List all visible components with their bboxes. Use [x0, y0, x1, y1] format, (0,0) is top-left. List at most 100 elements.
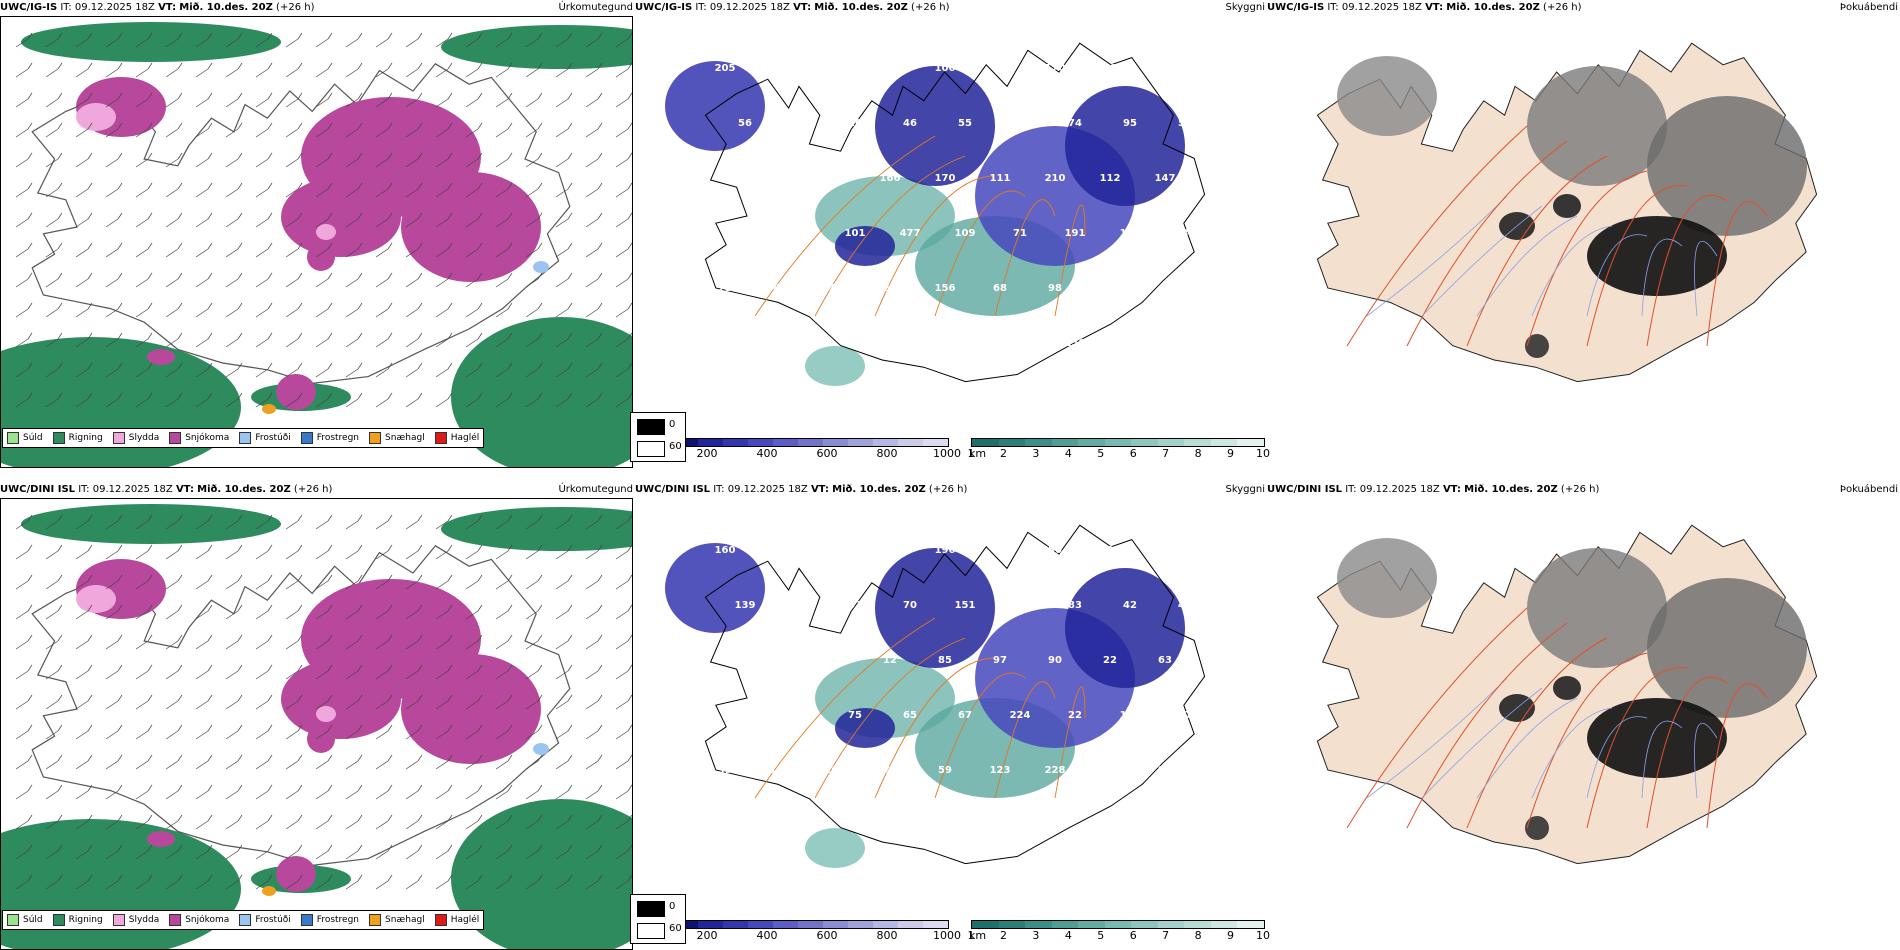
colorbar-segment	[972, 921, 999, 928]
legend-item: Slydda	[112, 914, 160, 926]
panel-header: UWC/IG-IS IT: 09.12.2025 18Z VT: Mið. 10…	[0, 0, 635, 16]
visibility-value-label: 148	[1120, 228, 1141, 239]
fog-area	[1337, 56, 1437, 136]
visibility-value-label: 90	[1048, 655, 1062, 666]
fog-area	[1647, 96, 1807, 236]
panel-header: UWC/DINI ISL IT: 09.12.2025 18Z VT: Mið.…	[0, 482, 635, 498]
fog-index-swatch	[637, 923, 665, 939]
visibility-colorbar: 1 2 3 4 5 6 7 8 9 10 km	[968, 920, 1270, 944]
visibility-value-label: 73	[883, 63, 897, 74]
legend-label: Slydda	[128, 433, 160, 443]
terrain-zone	[1065, 568, 1185, 688]
fog-index-label: 0	[669, 901, 676, 912]
colorbar-tick: 1000	[933, 929, 961, 942]
rain-area	[451, 799, 632, 949]
freezing-drizzle-area	[533, 261, 549, 273]
colorbar-segment	[723, 921, 748, 928]
model: UWC/DINI ISL	[1267, 484, 1343, 495]
visibility-value-label: 147	[1155, 173, 1176, 184]
colorbar-tick: 600	[816, 929, 838, 942]
colorbar-segment	[1025, 921, 1052, 928]
fog-area	[1527, 548, 1667, 668]
visibility-value-label: 93	[1158, 63, 1172, 74]
visibility-value-label: 73	[718, 283, 732, 294]
visibility-value-label: 99	[718, 765, 732, 776]
colorbar-segment	[798, 439, 823, 446]
legend-swatch	[169, 432, 182, 444]
fog-area	[1527, 66, 1667, 186]
colorbar-segment	[823, 439, 848, 446]
colorbar-segment	[1104, 921, 1132, 928]
fog-index-swatch	[637, 441, 665, 457]
colorbar-tick: 400	[756, 929, 778, 942]
visibility-value-label: 26	[848, 118, 862, 129]
legend-label: Frostregn	[316, 433, 360, 443]
fog-area	[1525, 334, 1549, 358]
terrain-zone	[835, 226, 895, 266]
snow-area	[401, 172, 541, 282]
legend-label: Frostúði	[255, 433, 291, 443]
fog-area	[1647, 578, 1807, 718]
visibility-value-label: 107	[825, 765, 846, 776]
colorbar-segment	[1157, 439, 1185, 446]
colorbar-tick: 800	[876, 447, 898, 460]
legend-label: Frostúði	[255, 915, 291, 925]
visibility-value-label: 123	[990, 765, 1011, 776]
visibility-value-label: 210	[1045, 173, 1066, 184]
coastline	[704, 524, 1206, 865]
colorbar-segment	[1237, 439, 1264, 446]
model: UWC/DINI ISL	[635, 484, 711, 495]
colorbar-tick: 7	[1162, 447, 1170, 460]
legend-item: Rigning	[52, 914, 103, 926]
visibility-value-label: 76	[903, 338, 917, 349]
snow-area	[147, 349, 175, 365]
visibility-value-label: 74	[883, 545, 897, 556]
precip-type-map	[0, 498, 633, 950]
rain-area	[21, 22, 281, 62]
colorbar-segment	[1237, 921, 1264, 928]
precip-legend: Súld Rigning Slydda Snjókoma Frostúði Frostre…	[2, 910, 485, 930]
legend-label: Frostregn	[316, 915, 360, 925]
legend-label: Slydda	[128, 915, 160, 925]
visibility-value-label: 150	[1065, 338, 1086, 349]
colorbar-tick: 10	[1256, 447, 1270, 460]
colorbar-tick: 200	[696, 447, 718, 460]
colorbar-segment	[1131, 921, 1158, 928]
snow-area	[276, 374, 316, 410]
visibility-value-label: 139	[735, 600, 756, 611]
visibility-value-label: 57	[958, 338, 972, 349]
colorbar-segment	[923, 439, 948, 446]
visibility-value-label: 99	[1103, 63, 1117, 74]
visibility-value-label: 130	[790, 710, 811, 721]
visibility-value-label: 36	[738, 710, 752, 721]
legend-item: Haglél	[434, 432, 480, 444]
precip-type-panel: UWC/IG-IS IT: 09.12.2025 18Z VT: Mið. 10…	[0, 0, 635, 468]
visibility-value-label: 43	[773, 545, 787, 556]
ice-pellet-area	[262, 886, 276, 896]
visibility-value-label: 115	[770, 63, 791, 74]
colorbar-tick: 400	[756, 447, 778, 460]
rain-area	[21, 504, 281, 544]
visibility-value-label: 97	[993, 655, 1007, 666]
visibility-value-label: 38	[1123, 338, 1137, 349]
visibility-value-label: 56	[718, 173, 732, 184]
legend-label: Snæhagl	[385, 915, 425, 925]
colorbar-segment	[798, 921, 823, 928]
visibility-value-label: 22	[1068, 710, 1082, 721]
visibility-value-label: 91	[828, 655, 842, 666]
colorbar-tick: 6	[1129, 929, 1137, 942]
panel-title: Skyggni	[1225, 484, 1265, 495]
sleet-area	[316, 224, 336, 240]
visibility-value-label: 55	[828, 63, 842, 74]
terrain-zone	[835, 708, 895, 748]
snow-area	[401, 654, 541, 764]
visibility-value-label: 48	[1178, 338, 1192, 349]
legend-label: Haglél	[450, 433, 480, 443]
colorbar-segment	[1051, 439, 1079, 446]
panel-title: Úrkomutegund	[558, 484, 633, 495]
colorbar-segment	[1025, 439, 1052, 446]
visibility-value-label: 122	[1100, 283, 1121, 294]
snow-area	[276, 856, 316, 892]
panel-header: UWC/IG-IS IT: 09.12.2025 18Z VT: Mið. 10…	[635, 0, 1267, 16]
visibility-value-label: 69	[883, 283, 897, 294]
